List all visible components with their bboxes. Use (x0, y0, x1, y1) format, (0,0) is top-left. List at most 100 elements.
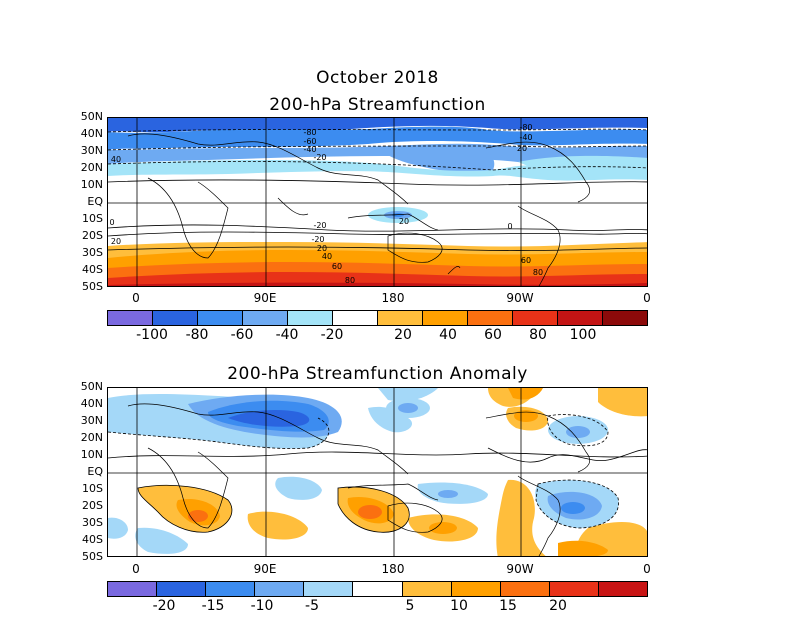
contour-label: -80 (303, 128, 316, 137)
colorbar-tick: 20 (549, 598, 567, 614)
lon-label: 90E (253, 562, 277, 576)
lon-label: 180 (381, 562, 405, 576)
contour-label: 20 (111, 237, 121, 246)
colorbar-tick: -40 (275, 327, 299, 343)
lat-label: 40N (80, 127, 103, 140)
colorbar-tick: -15 (201, 598, 225, 614)
contour-label: -60 (303, 137, 316, 146)
lat-label: 40N (80, 397, 103, 410)
lat-label: 30N (80, 414, 103, 427)
lon-label: 0 (132, 291, 140, 305)
colorbar-tick: -100 (136, 327, 168, 343)
contour-label: 0 (507, 222, 512, 231)
lat-label: 20N (80, 431, 103, 444)
lat-label: 20S (82, 229, 103, 242)
colorbar-swatch (108, 582, 158, 596)
lat-label: 50S (82, 280, 103, 293)
streamfunction-map: -80 -60 -40 -20 -80 -40 40 20 20 0 0 -20… (107, 117, 648, 287)
lat-label: 30N (80, 144, 103, 157)
colorbar-tick: 100 (569, 327, 597, 343)
lon-label: 0 (643, 562, 651, 576)
lon-label: 0 (643, 291, 651, 305)
colorbar-tick: -20 (320, 327, 344, 343)
colorbar-tick: -5 (305, 598, 319, 614)
colorbar-swatch (157, 582, 207, 596)
colorbar-tick: -80 (185, 327, 209, 343)
lat-label: EQ (87, 195, 103, 208)
lat-label: 10N (80, 178, 103, 191)
lat-label: 40S (82, 533, 103, 546)
lat-label: 30S (82, 516, 103, 529)
contour-label: 40 (322, 252, 332, 261)
lat-label: 40S (82, 263, 103, 276)
anomaly-svg (108, 388, 647, 556)
streamfunction-svg: -80 -60 -40 -20 -80 -40 40 20 20 0 0 -20… (108, 118, 647, 286)
colorbar-swatch (243, 311, 288, 325)
colorbar-tick: 40 (439, 327, 457, 343)
lon-label: 90E (253, 291, 277, 305)
lat-label: 50N (80, 380, 103, 393)
lat-label: 10S (82, 212, 103, 225)
colorbar-swatch (206, 582, 256, 596)
contour-label: -20 (313, 221, 326, 230)
lat-label: 10S (82, 482, 103, 495)
colorbar-swatch (558, 311, 603, 325)
colorbar-swatch (333, 311, 378, 325)
colorbar-swatch (153, 311, 198, 325)
colorbar-tick: -60 (230, 327, 254, 343)
colorbar-swatch (513, 311, 558, 325)
contour-label: 20 (317, 244, 327, 253)
contour-label: -80 (519, 123, 532, 132)
lat-label: 30S (82, 246, 103, 259)
lat-label: 20N (80, 161, 103, 174)
colorbar-tick: 20 (394, 327, 412, 343)
colorbar-swatch (198, 311, 243, 325)
panel2-title: 200-hPa Streamfunction Anomaly (227, 364, 528, 384)
contour-label: 80 (533, 268, 543, 277)
colorbar-swatch (304, 582, 354, 596)
lon-label: 90W (506, 562, 534, 576)
contour-label: 60 (521, 256, 531, 265)
colorbar-swatch (353, 582, 403, 596)
colorbar-tick: 5 (405, 598, 415, 614)
contour-label: -20 (313, 153, 326, 162)
colorbar-swatch (255, 582, 305, 596)
streamfunction-anomaly-map (107, 387, 648, 557)
lat-label: 10N (80, 448, 103, 461)
lat-label: 50N (80, 110, 103, 123)
colorbar-tick: -20 (152, 598, 176, 614)
colorbar-2 (107, 581, 648, 597)
contour-labels: -80 -60 -40 -20 -80 -40 40 20 20 0 0 -20… (109, 123, 543, 285)
colorbar-1 (107, 310, 648, 326)
colorbar-swatch (598, 582, 648, 596)
colorbar-tick: 80 (529, 327, 547, 343)
colorbar-swatch (451, 582, 501, 596)
colorbar-swatch (288, 311, 333, 325)
contour-label: 40 (111, 155, 121, 164)
colorbar-swatch (378, 311, 423, 325)
lat-label: 50S (82, 550, 103, 563)
colorbar-tick: 60 (484, 327, 502, 343)
colorbar-swatch (423, 311, 468, 325)
panel1-title: 200-hPa Streamfunction (269, 95, 486, 115)
contour-label: 80 (345, 276, 355, 285)
contour-label: -40 (303, 145, 316, 154)
colorbar-tick: -10 (250, 598, 274, 614)
contour-label: 20 (517, 144, 527, 153)
colorbar-tick: 15 (499, 598, 517, 614)
lat-label: 20S (82, 499, 103, 512)
colorbar-swatch (402, 582, 452, 596)
contour-label: 20 (399, 217, 409, 226)
colorbar-swatch (549, 582, 599, 596)
contour-label: -20 (311, 235, 324, 244)
lon-label: 180 (381, 291, 405, 305)
lon-label: 0 (132, 562, 140, 576)
contour-label: 60 (332, 262, 342, 271)
lon-label: 90W (506, 291, 534, 305)
colorbar-swatch (603, 311, 647, 325)
colorbar-swatch (108, 311, 153, 325)
map-title: October 2018 (316, 68, 439, 88)
lat-label: EQ (87, 465, 103, 478)
colorbar-swatch (500, 582, 550, 596)
contour-label: 0 (109, 218, 114, 227)
